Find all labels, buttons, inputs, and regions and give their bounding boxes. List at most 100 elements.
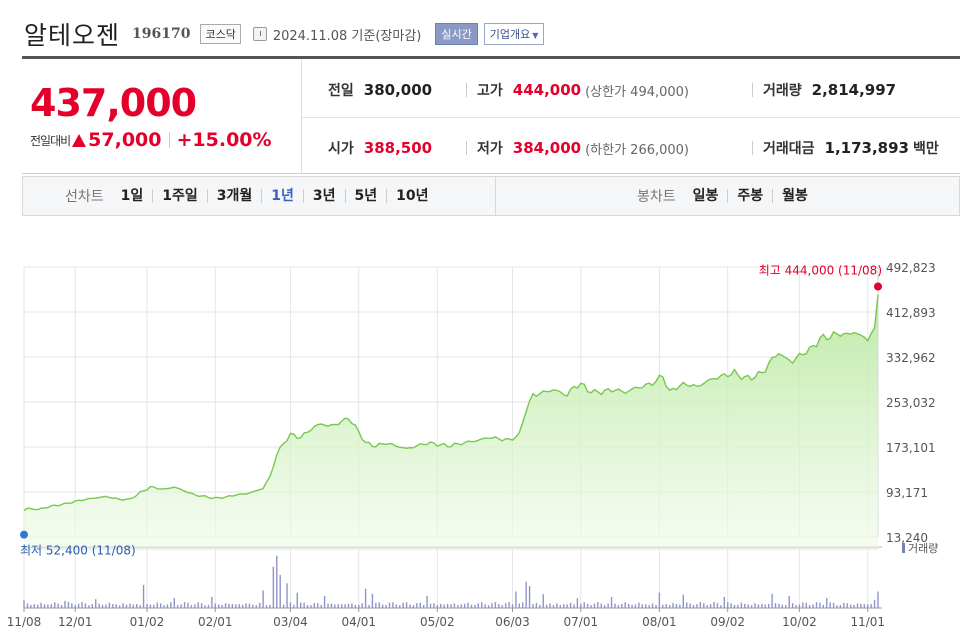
volume-bar <box>463 603 466 608</box>
volume-bar <box>419 602 421 608</box>
volume-bar <box>33 604 35 608</box>
volume-bar <box>552 604 555 608</box>
volume-bar <box>183 602 186 608</box>
volume-bar <box>788 595 790 608</box>
volume-bar <box>566 604 568 608</box>
volume-bar <box>388 602 391 608</box>
corp-overview-dropdown[interactable]: 기업개요 ▼ <box>483 23 545 45</box>
clock-icon <box>252 27 267 41</box>
volume-bar <box>675 604 678 608</box>
volume-bar <box>491 603 493 608</box>
tab-monthly[interactable]: 월봉 <box>772 189 817 203</box>
divider <box>752 141 753 155</box>
volume-bar <box>528 586 531 608</box>
volume-bar <box>426 595 428 608</box>
volume-bar <box>238 604 240 608</box>
volume-value: 2,814,997 <box>811 81 897 99</box>
up-triangle-icon <box>72 133 87 147</box>
open-price: 시가 388,500 <box>328 137 432 159</box>
low-price: 저가 384,000 (하한가 266,000) <box>466 137 689 159</box>
divider <box>168 132 170 148</box>
volume-bar <box>600 603 603 608</box>
volume-bar <box>668 604 671 608</box>
y-tick-label: 412,893 <box>886 306 936 320</box>
volume-bar <box>265 605 268 608</box>
volume-bar <box>358 604 360 608</box>
volume-bar <box>399 605 401 608</box>
volume-bar <box>703 603 705 608</box>
prev-value: 380,000 <box>363 81 433 99</box>
volume-bar <box>67 602 70 608</box>
stock-code: 196170 <box>132 26 191 42</box>
tab-10y[interactable]: 10년 <box>386 189 437 203</box>
high-label: 고가 <box>477 83 503 99</box>
x-tick-label: 05/02 <box>420 615 455 629</box>
tab-1d[interactable]: 1일 <box>120 188 144 204</box>
upper-limit: (상한가 494,000) <box>585 84 690 100</box>
tab-weekly[interactable]: 주봉 <box>727 189 772 203</box>
volume-bar <box>723 597 725 608</box>
volume-bar <box>539 604 541 608</box>
volume-bar <box>590 605 592 608</box>
chart-period-tabs: 선차트 1일 1주일 3개월 1년 3년 5년 10년 봉차트 일봉 주봉 월봉 <box>22 176 960 216</box>
corp-overview-label: 기업개요 <box>489 28 531 41</box>
tab-1y[interactable]: 1년 <box>261 189 303 203</box>
y-tick-label: 332,962 <box>886 351 936 365</box>
volume-bar <box>170 602 172 608</box>
change-percent: +15.00% <box>176 129 272 151</box>
y-tick-label: 253,032 <box>886 396 936 410</box>
realtime-button[interactable]: 실시간 <box>435 23 478 45</box>
volume-bar <box>487 605 490 608</box>
volume-bar <box>453 603 456 608</box>
volume-bar <box>323 595 326 608</box>
volume-bar <box>180 604 182 608</box>
volume-bar <box>798 604 801 608</box>
volume-bar <box>686 602 688 608</box>
volume-bar <box>576 598 579 608</box>
tab-1w[interactable]: 1주일 <box>152 189 207 203</box>
volume-bar <box>614 603 616 608</box>
y-tick-label: 13,240 <box>886 531 928 545</box>
volume-bar <box>327 603 329 608</box>
volume-bar <box>867 604 869 608</box>
volume-bar <box>764 604 766 608</box>
lower-limit: (하한가 266,000) <box>585 142 690 158</box>
volume-bar <box>395 604 398 608</box>
volume-bar <box>47 604 49 608</box>
volume-bar <box>252 604 254 608</box>
volume-bar <box>91 604 94 608</box>
volume-bar <box>248 603 251 608</box>
min-point <box>20 530 28 539</box>
volume-bar <box>583 602 585 608</box>
volume-bar <box>535 602 538 608</box>
volume-bar <box>860 603 862 608</box>
volume-bar <box>57 603 59 608</box>
volume-bar <box>115 604 117 608</box>
volume-bar <box>159 603 162 608</box>
volume-bar <box>522 602 524 608</box>
volume-bar <box>122 603 124 608</box>
high-value: 444,000 <box>512 81 582 99</box>
volume-bar <box>26 603 29 608</box>
volume-bar <box>286 583 288 608</box>
volume-bar <box>23 600 25 608</box>
volume-bar <box>627 603 630 608</box>
volume-bar <box>634 604 637 608</box>
volume-bar <box>125 604 128 608</box>
volume-bar <box>467 602 469 608</box>
volume-bar <box>296 592 298 608</box>
volume-bar <box>149 604 152 608</box>
volume-bar <box>494 602 497 608</box>
tab-3m[interactable]: 3개월 <box>206 189 262 203</box>
tab-5y[interactable]: 5년 <box>344 189 387 203</box>
amount-unit: 백만 <box>913 141 939 157</box>
volume-bar <box>255 605 257 608</box>
tab-3y[interactable]: 3년 <box>302 189 345 203</box>
volume-bar <box>443 604 445 608</box>
volume-bar <box>856 603 859 608</box>
volume-bar <box>525 581 527 608</box>
tab-daily[interactable]: 일봉 <box>692 188 719 204</box>
x-tick-label: 07/01 <box>564 615 599 629</box>
volume-bar <box>586 603 589 608</box>
volume-bar <box>279 575 281 608</box>
